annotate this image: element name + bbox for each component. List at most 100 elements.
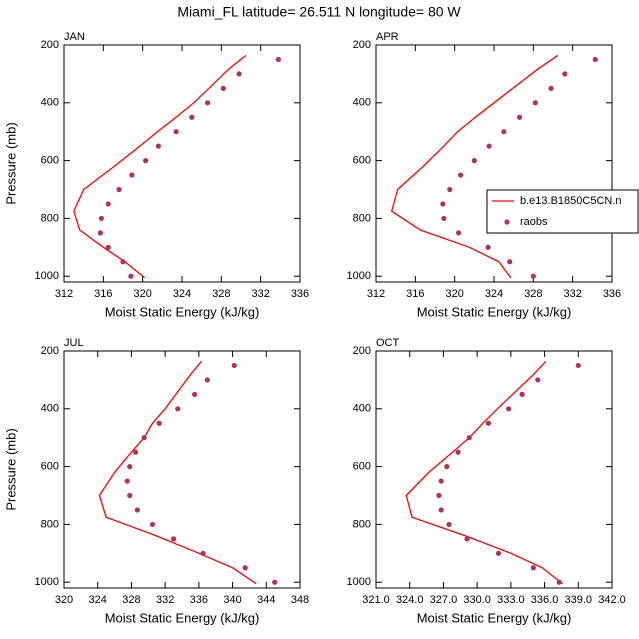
y-tick-label: 800 — [353, 212, 371, 224]
raobs-point — [275, 56, 281, 63]
legend-label: raobs — [520, 216, 548, 228]
raobs-point — [141, 435, 147, 441]
raobs-point — [231, 362, 237, 369]
x-tick-label: 336.0 — [531, 594, 559, 606]
raobs-point — [192, 391, 198, 397]
raobs-point — [501, 129, 507, 135]
raobs-point — [438, 478, 444, 484]
raobs-point — [127, 464, 133, 470]
raobs-point — [485, 244, 491, 250]
raobs-point — [134, 507, 140, 513]
raobs-point — [105, 244, 111, 250]
y-tick-label: 200 — [353, 345, 371, 357]
raobs-point — [124, 478, 130, 484]
raobs-point — [532, 100, 538, 106]
x-tick-label: 316 — [94, 288, 112, 300]
x-tick-label: 348 — [291, 594, 309, 606]
x-tick-label: 316 — [406, 288, 424, 300]
panel: 320 324 328 332 336 340 344 348 200 400 600 800 1000… — [3, 337, 309, 626]
y-tick-label: 400 — [41, 97, 59, 109]
raobs-point — [189, 114, 195, 120]
panel-title: JAN — [64, 31, 85, 43]
y-axis-label: Pressure (mb) — [3, 428, 18, 510]
raobs-point — [516, 114, 523, 120]
y-tick-label: 800 — [353, 518, 371, 530]
x-tick-label: 333.0 — [497, 594, 525, 606]
x-tick-label: 324 — [89, 594, 107, 606]
x-tick-label: 332 — [563, 288, 581, 300]
raobs-point — [447, 186, 453, 193]
raobs-point — [485, 420, 491, 426]
raobs-point — [204, 377, 210, 383]
x-tick-label: 332 — [251, 288, 269, 300]
panel: 321.0 324.0 327.0 330.0 333.0 336.0 339.0 342.0… — [347, 337, 626, 626]
raobs-point — [155, 143, 161, 149]
y-tick-label: 1000 — [35, 270, 59, 282]
x-axis-label: Moist Static Energy (kJ/kg) — [105, 304, 260, 319]
model-line — [98, 360, 257, 585]
raobs-point — [457, 172, 464, 178]
raobs-point — [495, 550, 502, 556]
x-tick-label: 312 — [367, 288, 385, 300]
x-tick-label: 312 — [55, 288, 73, 300]
y-tick-label: 200 — [41, 345, 59, 357]
raobs-point — [575, 362, 581, 369]
raobs-point — [143, 158, 149, 164]
panel-title: APR — [376, 31, 399, 43]
x-tick-label: 324.0 — [396, 594, 424, 606]
x-tick-label: 330.0 — [463, 594, 491, 606]
x-axis-label: Moist Static Energy (kJ/kg) — [417, 610, 572, 625]
raobs-point — [466, 435, 472, 441]
raobs-point — [173, 129, 179, 135]
y-tick-label: 800 — [41, 518, 59, 530]
raobs-point — [120, 259, 126, 265]
raobs-point — [506, 406, 512, 412]
raobs-point — [220, 85, 226, 91]
x-tick-label: 332 — [156, 594, 174, 606]
y-tick-label: 1000 — [35, 576, 59, 588]
x-tick-label: 328 — [122, 594, 140, 606]
y-tick-label: 200 — [41, 39, 59, 51]
raobs-point — [105, 201, 111, 207]
y-tick-label: 1000 — [347, 576, 371, 588]
raobs-point — [97, 230, 103, 236]
x-axis-label: Moist Static Energy (kJ/kg) — [417, 304, 572, 319]
legend-marker — [504, 219, 510, 225]
y-tick-label: 200 — [353, 39, 371, 51]
y-tick-label: 400 — [41, 403, 59, 415]
raobs-point — [204, 100, 211, 106]
raobs-point — [236, 71, 242, 77]
raobs-point — [440, 201, 446, 207]
raobs-point — [548, 85, 554, 91]
raobs-point — [436, 492, 442, 499]
x-tick-label: 339.0 — [565, 594, 593, 606]
y-tick-label: 400 — [353, 97, 371, 109]
page-title: Miami_FL latitude= 26.511 N longitude= 8… — [177, 4, 461, 20]
legend-box — [486, 189, 639, 234]
x-tick-label: 336 — [603, 288, 621, 300]
y-tick-label: 800 — [41, 212, 59, 224]
x-tick-label: 336 — [291, 288, 309, 300]
raobs-point — [133, 449, 139, 455]
y-tick-label: 600 — [353, 461, 371, 473]
model-line — [73, 54, 247, 279]
raobs-point — [519, 391, 525, 397]
x-tick-label: 340 — [223, 594, 241, 606]
plot-frame — [63, 350, 301, 589]
panel: 312 316 320 324 328 332 336 200 400 600 800 1000 APR… — [347, 31, 639, 319]
raobs-point — [129, 172, 135, 178]
x-tick-label: 320 — [55, 594, 73, 606]
raobs-point — [444, 464, 450, 470]
raobs-point — [98, 215, 104, 222]
y-axis-label: Pressure (mb) — [3, 122, 18, 204]
y-tick-label: 600 — [41, 461, 59, 473]
raobs-point — [170, 536, 177, 542]
model-line — [390, 54, 559, 279]
x-tick-label: 321.0 — [362, 594, 390, 606]
plot-frame — [375, 350, 613, 589]
y-tick-label: 600 — [41, 155, 59, 167]
plot-frame — [63, 44, 301, 283]
x-tick-label: 328 — [212, 288, 230, 300]
raobs-point — [127, 492, 133, 499]
